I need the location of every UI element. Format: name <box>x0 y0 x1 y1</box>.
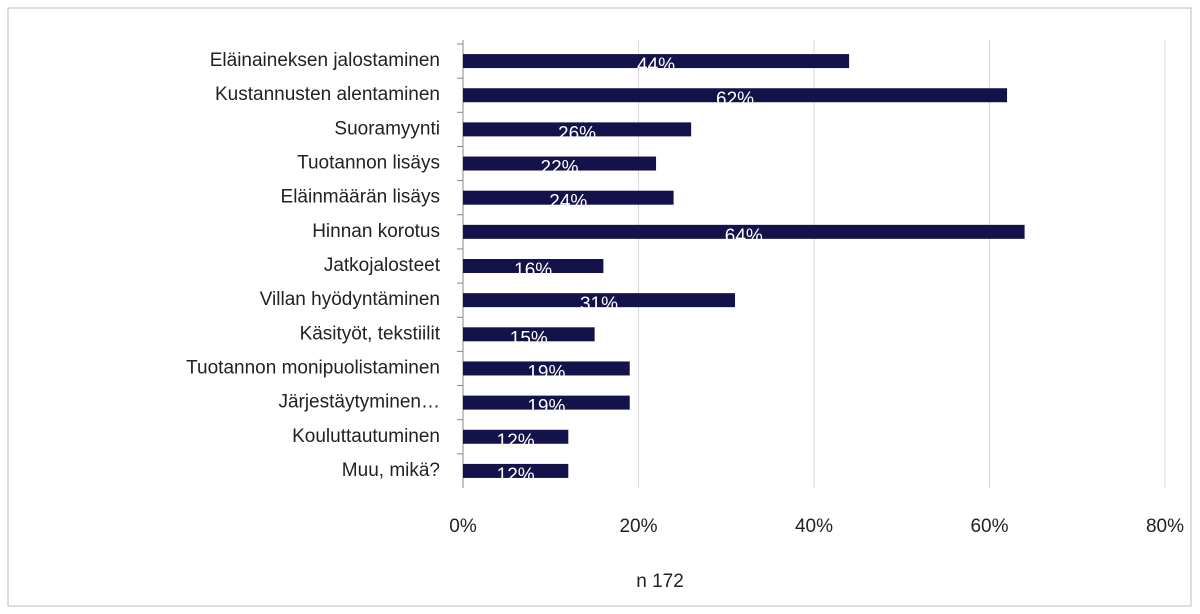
bar <box>463 88 1008 103</box>
bar <box>463 327 595 342</box>
y-tick-label: Tuotannon monipuolistaminen <box>186 357 440 378</box>
x-tick-label: 60% <box>970 516 1008 537</box>
data-label: 24% <box>549 192 587 213</box>
x-tick-label: 40% <box>795 516 833 537</box>
bar <box>463 224 1025 239</box>
x-tick-label: 0% <box>449 516 477 537</box>
data-label: 12% <box>497 465 535 486</box>
y-tick-label: Eläinmäärän lisäys <box>281 187 440 208</box>
x-tick-label: 80% <box>1146 516 1184 537</box>
bar <box>463 395 630 410</box>
y-tick-label: Kouluttautuminen <box>292 426 440 447</box>
bar <box>463 122 692 137</box>
x-tick-label: 20% <box>619 516 657 537</box>
bar <box>463 259 604 273</box>
data-label: 44% <box>637 55 675 76</box>
bar <box>463 361 630 376</box>
y-tick-label: Hinnan korotus <box>312 221 440 242</box>
bar <box>463 293 736 308</box>
data-label: 64% <box>725 226 763 247</box>
bar <box>463 463 569 478</box>
y-tick-label: Käsityöt, tekstiilit <box>300 323 441 344</box>
y-tick-label: Villan hyödyntäminen <box>260 289 440 310</box>
data-label: 62% <box>716 89 754 110</box>
y-tick-label: Muu, mikä? <box>342 460 440 481</box>
y-tick-label: Suoramyynti <box>334 118 440 139</box>
y-tick-label: Eläinaineksen jalostaminen <box>210 50 440 71</box>
data-label: 19% <box>527 362 565 383</box>
y-tick-label: Kustannusten alentaminen <box>215 84 440 105</box>
y-tick-label: Tuotannon lisäys <box>297 153 440 174</box>
bar <box>463 54 850 69</box>
data-label: 31% <box>580 294 618 315</box>
bar <box>463 429 569 444</box>
data-label: 26% <box>558 123 596 144</box>
data-label: 12% <box>497 431 535 452</box>
y-tick-label: Järjestäytyminen… <box>278 392 440 413</box>
data-label: 16% <box>514 260 552 281</box>
x-axis-label: n 172 <box>636 571 684 592</box>
data-label: 19% <box>527 397 565 418</box>
bar <box>463 190 674 205</box>
y-tick-label: Jatkojalosteet <box>324 255 441 276</box>
data-label: 15% <box>510 328 548 349</box>
data-label: 22% <box>541 158 579 179</box>
bar <box>463 156 657 171</box>
